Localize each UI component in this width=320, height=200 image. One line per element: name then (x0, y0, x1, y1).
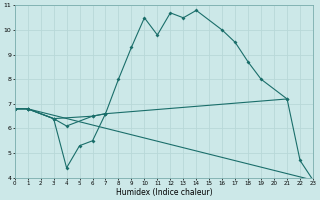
X-axis label: Humidex (Indice chaleur): Humidex (Indice chaleur) (116, 188, 212, 197)
